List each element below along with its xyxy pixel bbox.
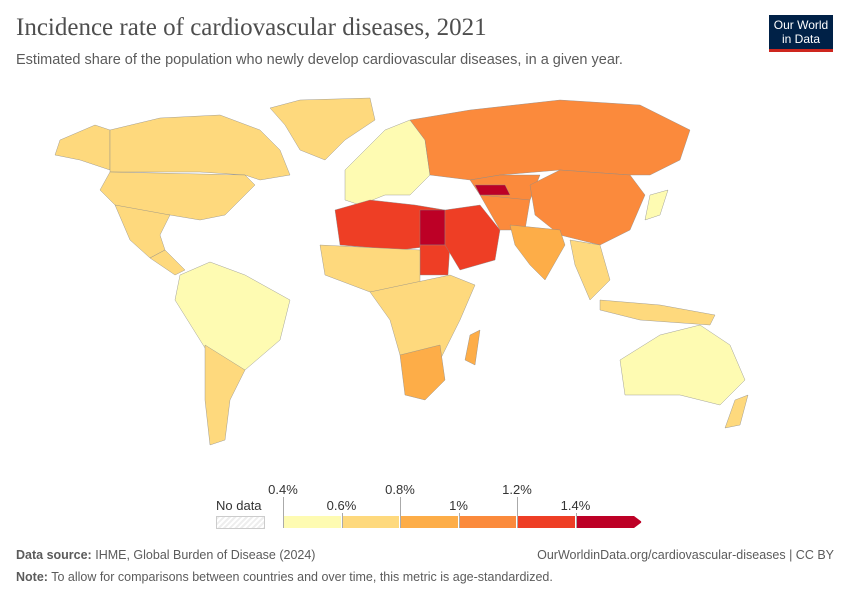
chart-subtitle: Estimated share of the population who ne… xyxy=(16,52,623,68)
legend-no-data-label: No data xyxy=(216,498,262,513)
region-canada[interactable] xyxy=(109,114,291,181)
region-sudan[interactable] xyxy=(419,244,451,276)
legend-tick-label: 0.4% xyxy=(268,482,298,497)
note: Note: To allow for comparisons between c… xyxy=(16,570,553,584)
legend-no-data-swatch xyxy=(216,516,265,529)
region-alaska[interactable] xyxy=(54,124,111,171)
legend-tick-label: 0.6% xyxy=(326,498,357,513)
region-japan[interactable] xyxy=(644,189,669,221)
legend-swatch xyxy=(575,516,642,528)
region-australia[interactable] xyxy=(619,324,746,406)
note-label: Note: xyxy=(16,570,48,584)
region-usa[interactable] xyxy=(99,171,256,221)
note-text: To allow for comparisons between countri… xyxy=(51,570,553,584)
owid-logo[interactable]: Our World in Data xyxy=(769,15,833,52)
legend-color-bar xyxy=(283,516,642,528)
region-caucasus[interactable] xyxy=(474,184,511,196)
region-indonesia[interactable] xyxy=(599,299,716,326)
region-southern-africa[interactable] xyxy=(399,344,446,401)
chart-title: Incidence rate of cardiovascular disease… xyxy=(16,14,487,41)
source-text: IHME, Global Burden of Disease (2024) xyxy=(95,548,316,562)
legend-tick-label: 0.8% xyxy=(385,482,415,497)
logo-line2: in Data xyxy=(781,32,821,46)
legend-tick-label: 1.4% xyxy=(560,498,591,513)
source-url-link[interactable]: OurWorldinData.org/cardiovascular-diseas… xyxy=(537,548,834,562)
region-russia[interactable] xyxy=(409,99,691,181)
region-madagascar[interactable] xyxy=(464,329,481,366)
logo-line1: Our World xyxy=(773,18,829,32)
legend-tick-line xyxy=(575,513,577,528)
region-central-africa[interactable] xyxy=(369,274,476,361)
legend-tick-label: 1.2% xyxy=(502,482,532,497)
legend-tick-line xyxy=(341,513,343,528)
legend-swatch xyxy=(400,516,459,528)
region-central-america[interactable] xyxy=(149,249,186,276)
legend-swatch xyxy=(283,516,342,528)
region-china[interactable] xyxy=(529,169,646,246)
legend-tick-line xyxy=(400,497,401,528)
legend-swatch xyxy=(341,516,400,528)
legend-tick-line xyxy=(458,513,460,528)
region-south-america-north[interactable] xyxy=(174,261,291,381)
legend-swatch xyxy=(517,516,576,528)
region-europe[interactable] xyxy=(344,119,431,206)
data-source: Data source: IHME, Global Burden of Dise… xyxy=(16,548,315,562)
region-egypt[interactable] xyxy=(419,209,446,246)
region-new-zealand[interactable] xyxy=(724,394,749,429)
source-label: Data source: xyxy=(16,548,92,562)
region-middle-east[interactable] xyxy=(444,204,501,271)
region-greenland[interactable] xyxy=(269,97,376,161)
region-southeast-asia[interactable] xyxy=(569,239,611,301)
legend-swatch xyxy=(458,516,517,528)
legend-tick-label: 1% xyxy=(449,498,468,513)
world-map[interactable] xyxy=(0,90,850,460)
region-india[interactable] xyxy=(509,224,566,281)
legend-tick-line xyxy=(283,497,284,528)
region-south-america-south[interactable] xyxy=(204,344,246,446)
legend-tick-line xyxy=(517,497,518,528)
